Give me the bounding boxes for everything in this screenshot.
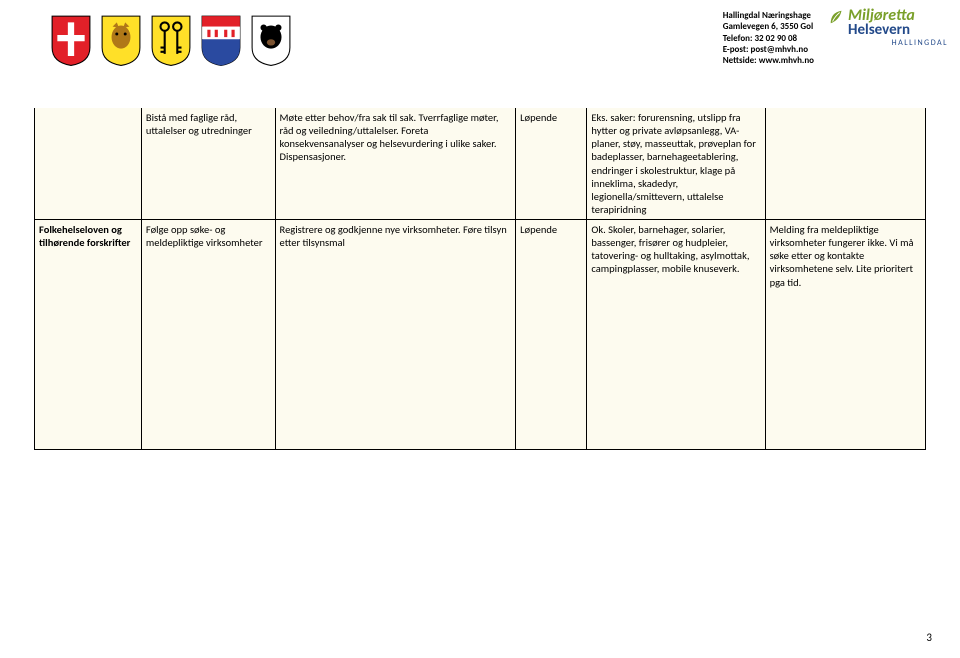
org-addr: Gamlevegen 6, 3550 Gol [723,21,814,32]
table-cell: Melding fra meldepliktige virksomheter f… [765,220,925,450]
shield-icon [200,14,242,66]
table-cell [765,108,925,220]
table-cell: Løpende [516,220,587,450]
table-cell: Folkehelseloven og tilhørende forskrifte… [35,220,142,450]
shield-icon [250,14,292,66]
leaf-icon [828,8,846,26]
logo-line2: Helsevern [848,23,915,37]
org-web: Nettside: www.mhvh.no [723,55,814,66]
logo-subtitle: HALLINGDAL [828,38,948,48]
table-cell: Følge opp søke- og meldepliktige virksom… [141,220,275,450]
table-cell [35,108,142,220]
page-header: Hallingdal Næringshage Gamlevegen 6, 355… [0,8,948,80]
org-contact: Hallingdal Næringshage Gamlevegen 6, 355… [723,8,814,66]
table-cell: Bistå med faglige råd, uttalelser og utr… [141,108,275,220]
table-cell: Eks. saker: forurensning, utslipp fra hy… [587,108,765,220]
table-cell: Møte etter behov/fra sak til sak. Tverrf… [275,108,516,220]
org-name: Hallingdal Næringshage [723,10,814,21]
shield-row [50,14,292,66]
table-cell: Ok. Skoler, barnehager, solarier, bassen… [587,220,765,450]
content-table: Bistå med faglige råd, uttalelser og utr… [34,108,926,450]
brand-logo: Miljøretta Helsevern HALLINGDAL [828,8,948,48]
shield-icon [100,14,142,66]
org-email: E-post: post@mhvh.no [723,44,814,55]
table-cell: Løpende [516,108,587,220]
org-tel: Telefon: 32 02 90 08 [723,33,814,44]
shield-icon [150,14,192,66]
table-cell: Registrere og godkjenne nye virksomheter… [275,220,516,450]
shield-icon [50,14,92,66]
page-number: 3 [926,631,932,644]
